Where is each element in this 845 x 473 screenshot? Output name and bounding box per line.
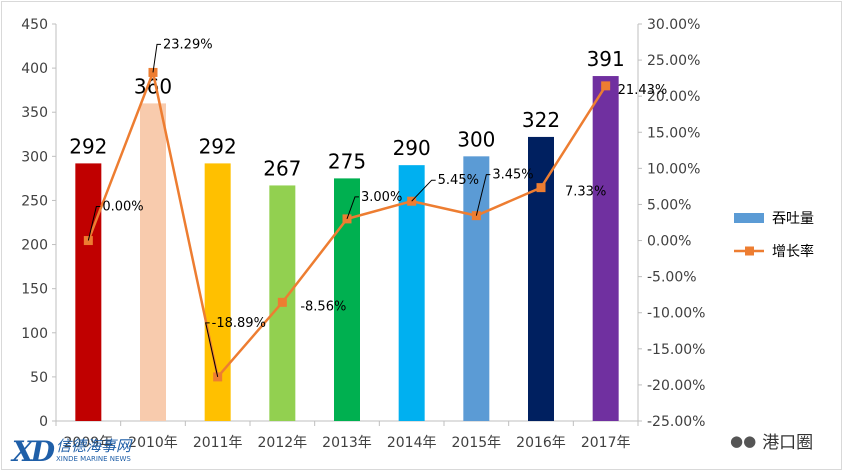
bar xyxy=(204,163,231,421)
point-label-leader xyxy=(87,206,101,241)
y-left-tick-label: 400 xyxy=(21,61,48,77)
y-left-tick-label: 50 xyxy=(30,370,48,386)
y-left-tick-label: 150 xyxy=(21,282,48,298)
bar xyxy=(463,156,490,422)
y-left-tick-label: 250 xyxy=(21,193,48,209)
y-right-tick-label: 10.00% xyxy=(647,161,700,177)
y-right-tick-label: 15.00% xyxy=(647,125,700,141)
logo-mark: XD xyxy=(12,434,55,468)
point-label-leader xyxy=(346,196,359,220)
x-tick-label: 2011年 xyxy=(193,435,243,451)
y-right-tick-label: -15.00% xyxy=(647,342,705,358)
y-right-tick-label: 20.00% xyxy=(647,89,700,105)
bar-value-label: 267 xyxy=(263,156,301,180)
point-label-leader xyxy=(475,174,491,216)
y-left-tick-label: 200 xyxy=(21,238,48,254)
x-tick-label: 2013年 xyxy=(322,435,372,451)
wechat-icon: ●● xyxy=(730,431,757,450)
y-left-tick-label: 0 xyxy=(39,414,48,430)
y-right-tick-label: -10.00% xyxy=(647,306,705,322)
bar-value-label: 290 xyxy=(393,136,431,160)
bar-value-label: 292 xyxy=(69,134,107,158)
y-right-tick-label: 5.00% xyxy=(647,197,691,213)
x-tick-label: 2015年 xyxy=(452,435,502,451)
y-left-tick-label: 450 xyxy=(21,17,48,33)
bar-value-label: 300 xyxy=(457,127,495,151)
bar xyxy=(75,163,102,421)
growth-point xyxy=(536,183,546,193)
y-right-tick-label: -5.00% xyxy=(647,270,697,286)
point-value-label: 3.45% xyxy=(492,168,533,183)
watermark: ●● 港口圈 xyxy=(730,428,814,454)
x-tick-label: 2009年 xyxy=(64,435,114,451)
x-tick-label: 2014年 xyxy=(387,435,437,451)
bar-value-label: 275 xyxy=(328,149,366,173)
bar-value-label: 322 xyxy=(522,108,560,132)
bar xyxy=(398,165,425,421)
y-right-tick-label: -20.00% xyxy=(647,378,705,394)
growth-point xyxy=(277,297,287,307)
x-tick-label: 2017年 xyxy=(581,435,631,451)
logo-cn-text: 信德海事网 xyxy=(56,437,132,455)
bar-value-label: 391 xyxy=(587,47,625,71)
y-right-tick-label: -25.00% xyxy=(647,414,705,430)
logo-en-text: XINDE MARINE NEWS xyxy=(56,455,131,463)
y-left-tick-label: 350 xyxy=(21,105,48,121)
point-label-leader xyxy=(411,179,436,202)
point-value-label: 21.43% xyxy=(618,83,668,98)
growth-point xyxy=(601,81,611,91)
point-label-leader xyxy=(152,43,161,73)
y-right-tick-label: 30.00% xyxy=(647,17,700,33)
x-tick-label: 2016年 xyxy=(516,435,566,451)
y-left-tick-label: 100 xyxy=(21,326,48,342)
logo: XD 信德海事网 XINDE MARINE NEWS xyxy=(12,434,131,468)
point-value-label: -8.56% xyxy=(300,299,346,314)
point-value-label: -18.89% xyxy=(212,316,266,331)
bar xyxy=(140,103,166,422)
point-value-label: 0.00% xyxy=(102,200,143,215)
legend-label-bars: 吞吐量 xyxy=(772,211,814,227)
bar-value-label: 292 xyxy=(199,134,237,158)
legend-marker-growth xyxy=(745,246,754,256)
point-value-label: 23.29% xyxy=(163,37,213,52)
y-right-tick-label: 0.00% xyxy=(647,234,691,250)
y-right-tick-label: 25.00% xyxy=(647,53,700,69)
legend-label-growth: 增长率 xyxy=(772,243,814,260)
bar xyxy=(592,76,619,421)
point-label-leader xyxy=(205,322,219,378)
point-value-label: 3.00% xyxy=(361,190,402,205)
y-left-tick-label: 300 xyxy=(21,149,48,165)
watermark-text: 港口圈 xyxy=(762,433,814,453)
x-tick-label: 2012年 xyxy=(258,435,308,451)
x-tick-label: 2010年 xyxy=(128,435,178,451)
point-value-label: 5.45% xyxy=(438,173,479,188)
point-value-label: 7.33% xyxy=(565,185,606,200)
legend-swatch-bars xyxy=(734,213,764,223)
